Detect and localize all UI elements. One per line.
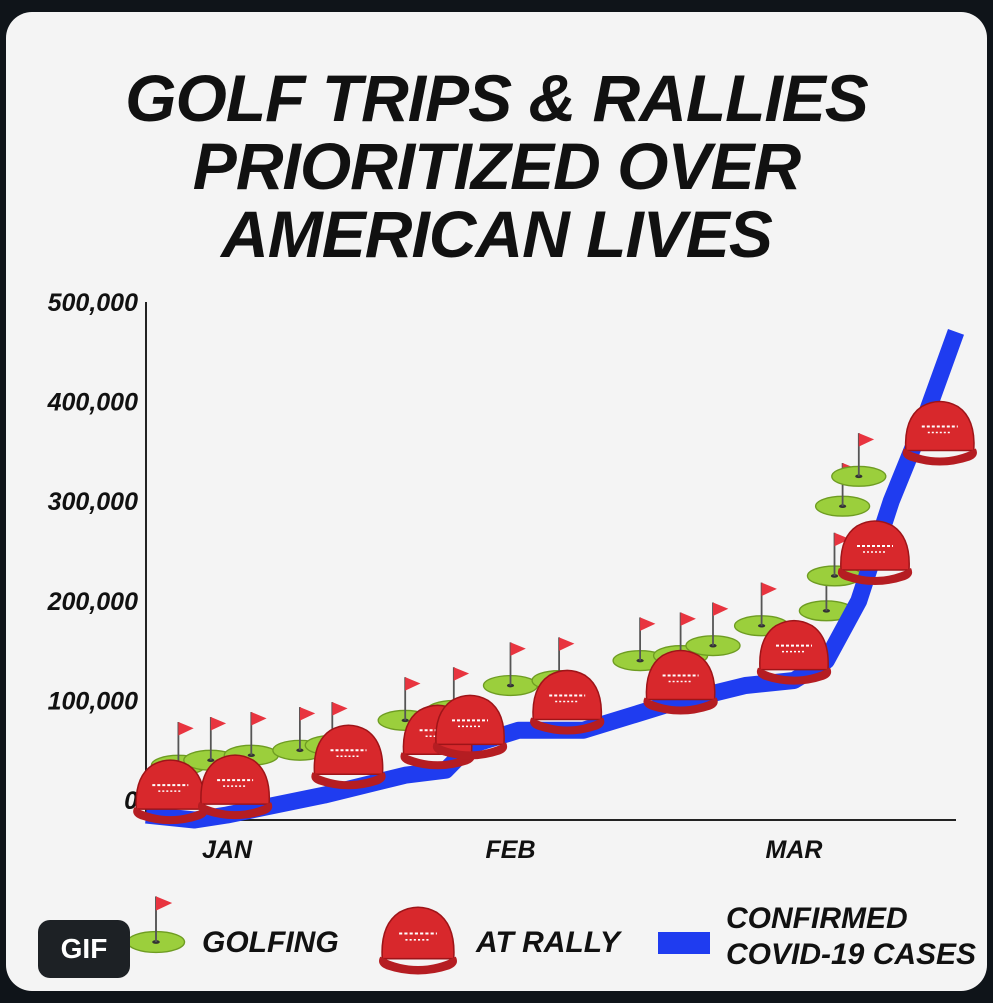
- flag-cloth: [858, 433, 875, 447]
- rally-event-marker: [902, 400, 977, 466]
- x-tick-label: JAN: [202, 836, 253, 864]
- golf-event-marker: [831, 433, 887, 487]
- hat-brim: [379, 956, 457, 975]
- hat-brim: [643, 697, 718, 715]
- chart-title: GOLF TRIPS & RALLIES PRIORITIZED OVER AM…: [6, 64, 987, 268]
- flag-cloth: [640, 617, 656, 631]
- rally-event-marker: [643, 649, 718, 715]
- flag-cloth: [559, 637, 575, 651]
- legend-label-golfing: GOLFING: [202, 926, 339, 959]
- x-tick-label: FEB: [486, 836, 536, 864]
- hat-brim: [400, 752, 475, 770]
- y-tick-label: 100,000: [48, 687, 138, 715]
- flag-cloth: [761, 582, 777, 597]
- rally-event-marker: [311, 724, 386, 790]
- hat-brim: [837, 568, 913, 586]
- rally-event-marker: [530, 669, 605, 735]
- x-tick-label: MAR: [766, 836, 823, 864]
- hat-brim: [197, 802, 273, 820]
- flag-cloth: [680, 612, 696, 626]
- gif-badge[interactable]: GIF: [38, 920, 130, 978]
- flag-cloth: [834, 532, 850, 547]
- hat-brim: [432, 742, 508, 760]
- y-tick-label: 300,000: [48, 488, 138, 516]
- rally-event-marker: [197, 754, 273, 820]
- flag-cloth: [405, 677, 421, 691]
- flag-cloth: [510, 642, 526, 656]
- legend-golf-icon: [126, 896, 186, 954]
- hat-brim: [133, 807, 208, 825]
- legend-hat-icon: [379, 906, 457, 975]
- hole: [152, 940, 160, 944]
- y-tick-label: 400,000: [47, 389, 138, 417]
- tweet-media-card: GOLF TRIPS & RALLIES PRIORITIZED OVER AM…: [6, 12, 987, 991]
- title-line-3: AMERICAN LIVES: [221, 197, 773, 271]
- hat-brim: [530, 717, 605, 735]
- y-tick-label: 200,000: [47, 588, 138, 616]
- hat-brim: [311, 772, 386, 790]
- legend-cases-swatch: [658, 932, 710, 954]
- flag-cloth: [713, 602, 729, 616]
- golf-event-marker: [685, 602, 741, 657]
- flag-cloth: [251, 712, 267, 726]
- flag-cloth: [453, 667, 470, 681]
- rally-event-marker: [756, 619, 832, 685]
- flag-cloth: [299, 707, 316, 721]
- legend-label-cases-line1: CONFIRMED: [726, 902, 908, 935]
- golf-event-marker: [482, 642, 539, 697]
- legend-label-cases-line2: COVID-19 CASES: [726, 938, 976, 971]
- y-tick-label: 500,000: [48, 289, 138, 317]
- rally-event-marker: [837, 520, 913, 586]
- title-line-2: PRIORITIZED OVER: [192, 129, 801, 203]
- flag-cloth: [210, 717, 227, 731]
- legend-label-rally: AT RALLY: [475, 926, 623, 959]
- flag-cloth: [332, 702, 348, 716]
- rally-events-layer: [133, 400, 977, 825]
- rally-event-marker: [432, 694, 508, 760]
- flag-cloth: [156, 896, 173, 911]
- flag-cloth: [178, 722, 194, 736]
- hat-brim: [756, 667, 832, 685]
- rally-event-marker: [133, 759, 208, 825]
- hat-brim: [902, 448, 977, 466]
- title-line-1: GOLF TRIPS & RALLIES: [125, 61, 869, 135]
